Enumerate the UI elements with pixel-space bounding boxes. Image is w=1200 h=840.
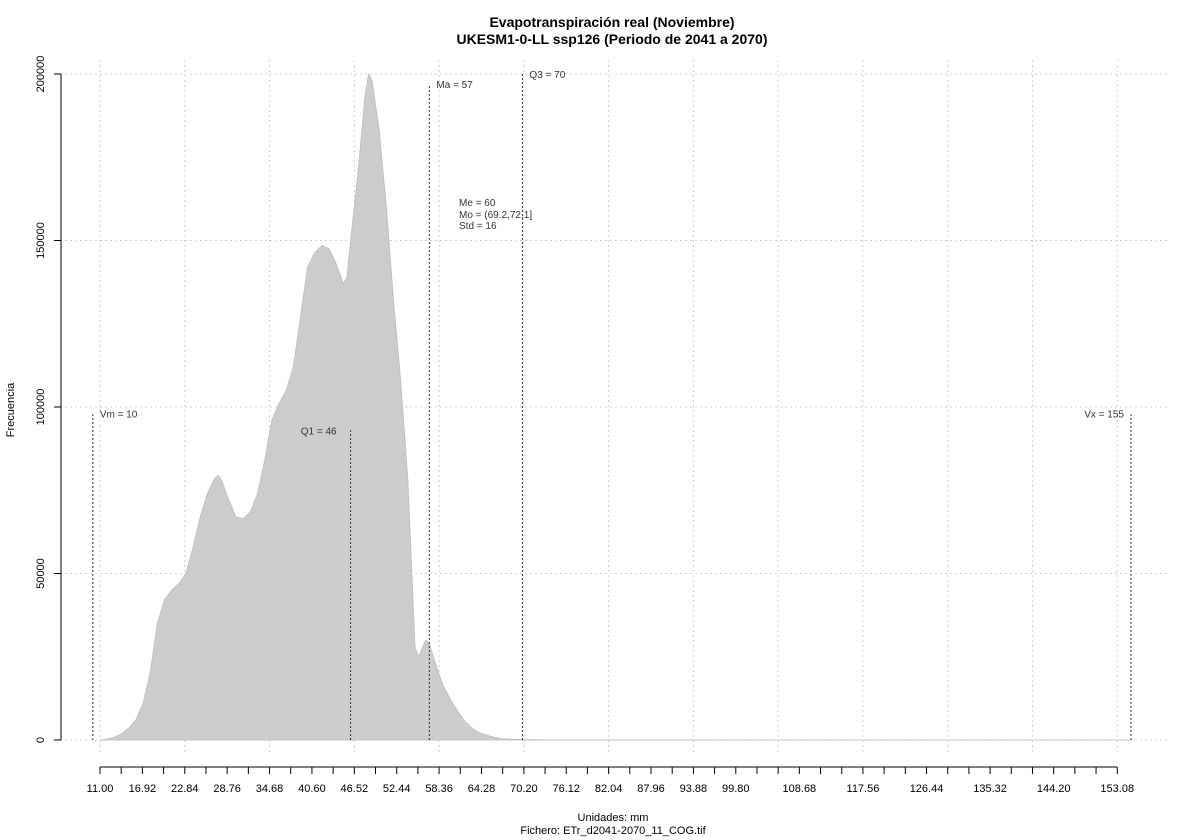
y-tick-label: 50000 [35,558,47,589]
x-axis: 11.00 16.92 22.84 28.76 34.68 40.60 46.52 52.44… [87,766,1134,795]
x-tick-label: 11.00 [87,783,114,795]
stat-label: Vm = 10 [100,410,138,421]
stats-mode: Mo = (69.2,72.1] [459,210,532,221]
x-tick-label: 22.84 [171,783,199,795]
y-axis: 0 50000 100000 150000 200000 [35,56,62,743]
density-area-shape [99,72,1131,741]
x-tick-label: 76.12 [552,783,580,795]
stat-label: Q3 = 70 [529,70,565,81]
x-tick-label: 40.60 [298,783,326,795]
stat-label: Vx = 155 [1084,410,1124,421]
x-tick-label: 87.96 [637,783,665,795]
x-tick-label: 16.92 [129,783,157,795]
x-tick-label: 58.36 [425,783,453,795]
x-axis-title: Unidades: mm [578,812,649,824]
x-tick-label: 64.28 [468,783,496,795]
y-tick-label: 150000 [35,222,47,259]
x-tick-label: 117.56 [847,783,880,795]
x-tick-label: 46.52 [341,783,369,795]
stat-lines: Vm = 10 Q1 = 46 Ma = 57 Q3 = 70 Vx = 155 [92,70,1132,740]
y-axis-title: Frecuencia [5,382,17,437]
density-area [99,72,1131,741]
stat-label: Q1 = 46 [301,426,337,437]
x-tick-label: 93.88 [680,783,708,795]
x-tick-label: 82.04 [595,783,623,795]
y-tick-label: 0 [35,737,47,743]
y-tick-label: 200000 [35,56,47,93]
stats-std: Std = 16 [459,221,497,232]
x-tick-label: 126.44 [910,783,944,795]
x-tick-label: 28.76 [213,783,241,795]
x-tick-label: 70.20 [510,783,538,795]
x-tick-label: 99.80 [722,783,750,795]
x-tick-label: 144.20 [1037,783,1071,795]
chart-title: Evapotranspiración real (Noviembre) [489,14,734,30]
x-tick-label: 52.44 [383,783,411,795]
file-caption: Fichero: ETr_d2041-2070_11_COG.tif [520,825,706,837]
chart-subtitle: UKESM1-0-LL ssp126 (Periodo de 2041 a 20… [457,31,768,47]
x-tick-label: 108.68 [783,783,817,795]
stat-label: Ma = 57 [436,80,473,91]
x-tick-label: 34.68 [256,783,284,795]
x-tick-label: 135.32 [973,783,1007,795]
stats-median: Me = 60 [459,198,496,209]
x-tick-label: 153.08 [1100,783,1134,795]
y-tick-label: 100000 [35,389,47,426]
